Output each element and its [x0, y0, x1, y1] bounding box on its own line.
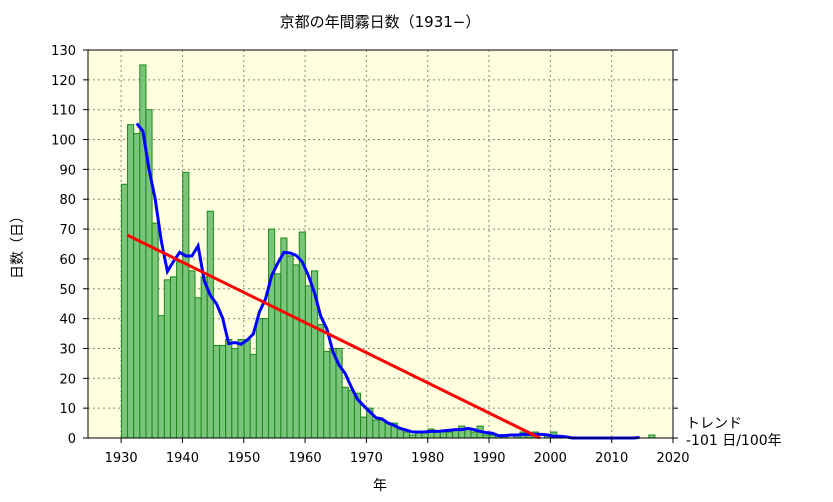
bar-1957: [280, 237, 288, 439]
bar-1940: [176, 261, 184, 439]
bar-1948: [225, 339, 233, 439]
y-tick-label: 20: [59, 372, 76, 387]
bar-1984: [445, 431, 454, 439]
y-tick-label: 80: [59, 193, 76, 208]
x-tick-label: 2020: [656, 451, 689, 466]
x-tick-label: 1930: [105, 451, 138, 466]
bar-1937: [157, 315, 165, 439]
bar-1932: [127, 124, 135, 439]
bar-1963: [317, 324, 325, 439]
bar-1964: [323, 350, 331, 439]
plot-frame: [87, 49, 674, 439]
bar-1939: [169, 276, 178, 439]
bar-1965: [329, 347, 337, 439]
bar-1973: [378, 419, 386, 439]
bar-1988: [470, 431, 478, 439]
bar-1961: [304, 285, 313, 439]
y-tick-label: 0: [68, 432, 76, 447]
y-tick-label: 30: [59, 342, 76, 357]
bar-1952: [249, 353, 257, 439]
bar-1931: [120, 183, 129, 439]
bar-1970: [360, 416, 368, 439]
bar-1955: [268, 228, 276, 439]
bar-1936: [151, 222, 159, 439]
bar-1950: [237, 339, 245, 439]
bar-1949: [231, 347, 239, 439]
y-tick-label: 90: [59, 163, 76, 178]
y-tick-label: 40: [59, 313, 76, 328]
bar-1953: [255, 318, 263, 439]
bar-1977: [402, 431, 411, 439]
bar-1946: [212, 344, 221, 439]
bar-1967: [341, 386, 349, 439]
y-tick-label: 100: [51, 134, 76, 149]
bar-1956: [274, 273, 282, 439]
bar-1942: [188, 270, 196, 439]
y-tick-label: 60: [59, 253, 76, 268]
trend-value: -101 日/100年: [686, 433, 782, 449]
bar-1968: [347, 389, 355, 439]
x-tick-label: 1950: [227, 451, 260, 466]
bar-1959: [292, 264, 300, 439]
bar-1941: [182, 171, 190, 439]
y-tick-label: 110: [51, 104, 76, 119]
bar-1972: [372, 419, 380, 439]
axis-ticks: 1930 1940 1950 1960 1970 1980 1990 2000 2010 2020…: [51, 44, 689, 466]
bar-1983: [439, 431, 447, 439]
moving-average-line: [135, 122, 640, 440]
trend-label: トレンド: [686, 416, 742, 432]
bar-1951: [243, 339, 251, 439]
chart-title: 京都の年間霧日数（1931−）: [280, 13, 481, 31]
x-tick-label: 1990: [472, 451, 505, 466]
bar-1938: [163, 279, 171, 439]
y-axis-label: 日数（日）: [10, 209, 26, 279]
y-tick-label: 10: [59, 402, 76, 417]
bar-1947: [219, 344, 227, 439]
x-tick-label: 1940: [166, 451, 199, 466]
x-tick-label: 2010: [595, 451, 628, 466]
trend-line: [126, 233, 541, 440]
bar-1943: [194, 297, 202, 439]
bar-1944: [200, 276, 208, 439]
bar-1954: [261, 318, 270, 439]
y-tick-label: 70: [59, 223, 76, 238]
x-tick-label: 1970: [350, 451, 383, 466]
y-tick-label: 120: [51, 74, 76, 89]
x-tick-label: 1980: [411, 451, 444, 466]
bar-1933: [133, 133, 141, 439]
bar-1934: [139, 64, 147, 439]
x-tick-label: 2000: [534, 451, 567, 466]
x-axis-label: 年: [373, 478, 387, 494]
bar-1945: [206, 210, 214, 439]
bar-1958: [286, 255, 294, 439]
x-tick-label: 1960: [289, 451, 322, 466]
y-tick-label: 130: [51, 44, 76, 59]
y-tick-label: 50: [59, 283, 76, 298]
